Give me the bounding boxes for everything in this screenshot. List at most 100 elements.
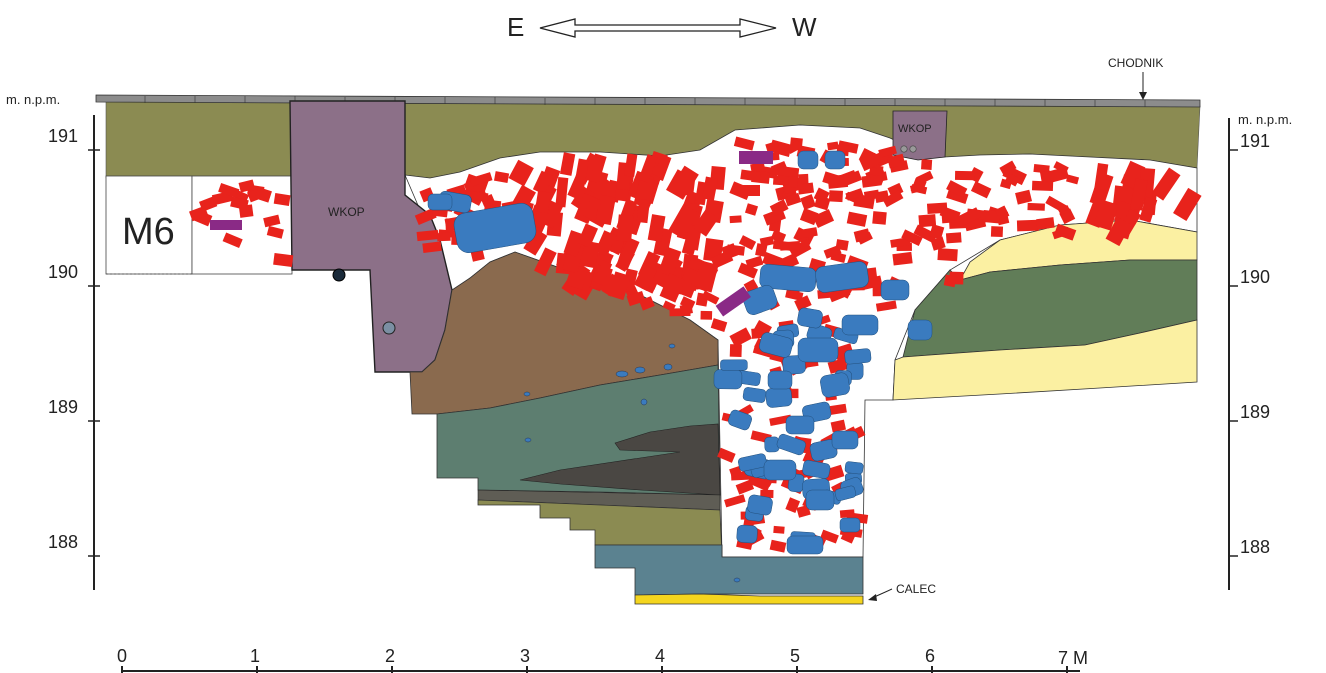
brick-fragment <box>1066 174 1080 185</box>
brick-fragment <box>747 473 772 492</box>
stone-fragment <box>797 337 839 363</box>
trench-wkop-2-label: WKOP <box>898 123 932 135</box>
brick-fragment <box>929 224 945 240</box>
brick-fragment <box>563 230 585 258</box>
brick-fragment <box>910 183 928 195</box>
brick-fragment <box>812 209 835 228</box>
brick-fragment <box>1016 219 1039 232</box>
brick-fragment <box>532 170 554 195</box>
double-arrow-icon <box>539 18 777 38</box>
brick-fragment <box>583 196 602 221</box>
brick-fragment <box>668 204 699 240</box>
brick-fragment <box>534 247 557 277</box>
olive-topsoil-left <box>98 100 293 179</box>
brick-fragment <box>939 206 961 222</box>
brick-fragment <box>263 214 281 228</box>
brick-fragment <box>222 232 243 249</box>
pavement-strip <box>95 94 1201 108</box>
stone-fragment <box>841 314 879 336</box>
dark-lens-layer <box>519 423 721 496</box>
brick-fragment <box>794 295 812 311</box>
brick-fragment <box>701 290 720 305</box>
brick-fragment <box>1151 167 1181 201</box>
brick-fragment <box>469 191 489 202</box>
brick-fragment <box>414 208 437 226</box>
brick-fragment <box>593 260 613 286</box>
stone-fragment <box>785 415 815 435</box>
brick-fragment <box>814 195 831 211</box>
brick-fragment <box>189 205 209 222</box>
brick-fragment <box>1002 165 1027 186</box>
left-elevation-axis: m. n.p.m. 191 190 189 188 <box>6 92 100 590</box>
right-elevation-axis: m. n.p.m. 191 190 189 188 <box>1228 112 1292 590</box>
brick-fragment <box>779 240 801 251</box>
brick-fragment <box>901 229 923 246</box>
brick-fragment <box>679 303 693 316</box>
brick-fragment <box>587 153 607 184</box>
stone-fragment <box>759 263 817 293</box>
brick-fragment <box>846 211 868 227</box>
brick-fragment <box>636 199 650 224</box>
brick-fragment <box>921 159 933 170</box>
brick-fragment <box>845 188 864 201</box>
brick-fragment <box>573 158 589 190</box>
elevation-tick-188-right: 188 <box>1240 537 1270 557</box>
scale-tick-5: 5 <box>790 646 800 666</box>
brick-fragment <box>770 229 787 244</box>
stone-fragment <box>453 203 537 253</box>
brick-fragment <box>737 262 758 279</box>
stone-fragment <box>759 332 793 358</box>
stone-fragment <box>765 386 793 408</box>
brick-fragment <box>743 279 759 293</box>
pavement-label: CHODNIK <box>1108 56 1163 70</box>
brick-fragment <box>859 152 880 172</box>
stone-fragment <box>742 387 767 403</box>
brick-fragment <box>729 215 742 224</box>
brick-fragment <box>658 246 682 277</box>
brick-fragment <box>840 531 855 544</box>
brick-fragment <box>760 489 774 498</box>
brick-fragment <box>853 193 876 210</box>
brick-fragment <box>769 414 792 427</box>
brick-fragment <box>918 214 937 228</box>
stone-fragment <box>815 261 869 293</box>
brick-fragment <box>830 419 847 433</box>
scale-tick-3: 3 <box>520 646 530 666</box>
brick-fragment <box>647 214 666 242</box>
brick-fragment <box>820 529 839 544</box>
brick-fragment <box>523 228 548 256</box>
brick-fragment <box>882 190 904 208</box>
brick-fragment <box>733 136 755 151</box>
stone-fragment <box>736 524 758 544</box>
brick-fragment <box>422 241 442 253</box>
scale-tick-1: 1 <box>250 646 260 666</box>
brick-fragment <box>946 188 969 205</box>
stone-fragment <box>844 461 864 475</box>
stone-fragment <box>427 193 453 211</box>
brick-fragment <box>744 203 759 216</box>
brick-fragment <box>534 190 551 214</box>
brick-fragment <box>700 310 713 320</box>
stone-fragment <box>907 319 933 341</box>
stone-fragment <box>844 348 872 365</box>
brick-fragment <box>693 209 719 237</box>
trench-wkop-1-label: WKOP <box>328 205 365 219</box>
olive-lower-layer <box>477 499 723 558</box>
stone-fragment <box>820 372 850 398</box>
brick-fragment <box>729 465 743 478</box>
elevation-tick-189-right: 189 <box>1240 402 1270 422</box>
arrow-down-icon <box>1139 92 1147 100</box>
brick-fragment <box>1053 161 1069 174</box>
brick-fragment <box>1015 189 1033 205</box>
brick-fragment <box>740 169 761 182</box>
brick-fragment <box>943 274 957 288</box>
brick-fragment <box>616 214 634 242</box>
brick-fragment <box>639 296 655 311</box>
brick-fragment <box>954 170 975 181</box>
stone-fragment <box>763 459 797 481</box>
brick-fragment <box>1139 196 1158 223</box>
purple-brick <box>210 220 242 230</box>
brick-fragment <box>729 344 742 357</box>
brick-fragment <box>1094 163 1109 191</box>
brick-fragment <box>1045 195 1069 214</box>
